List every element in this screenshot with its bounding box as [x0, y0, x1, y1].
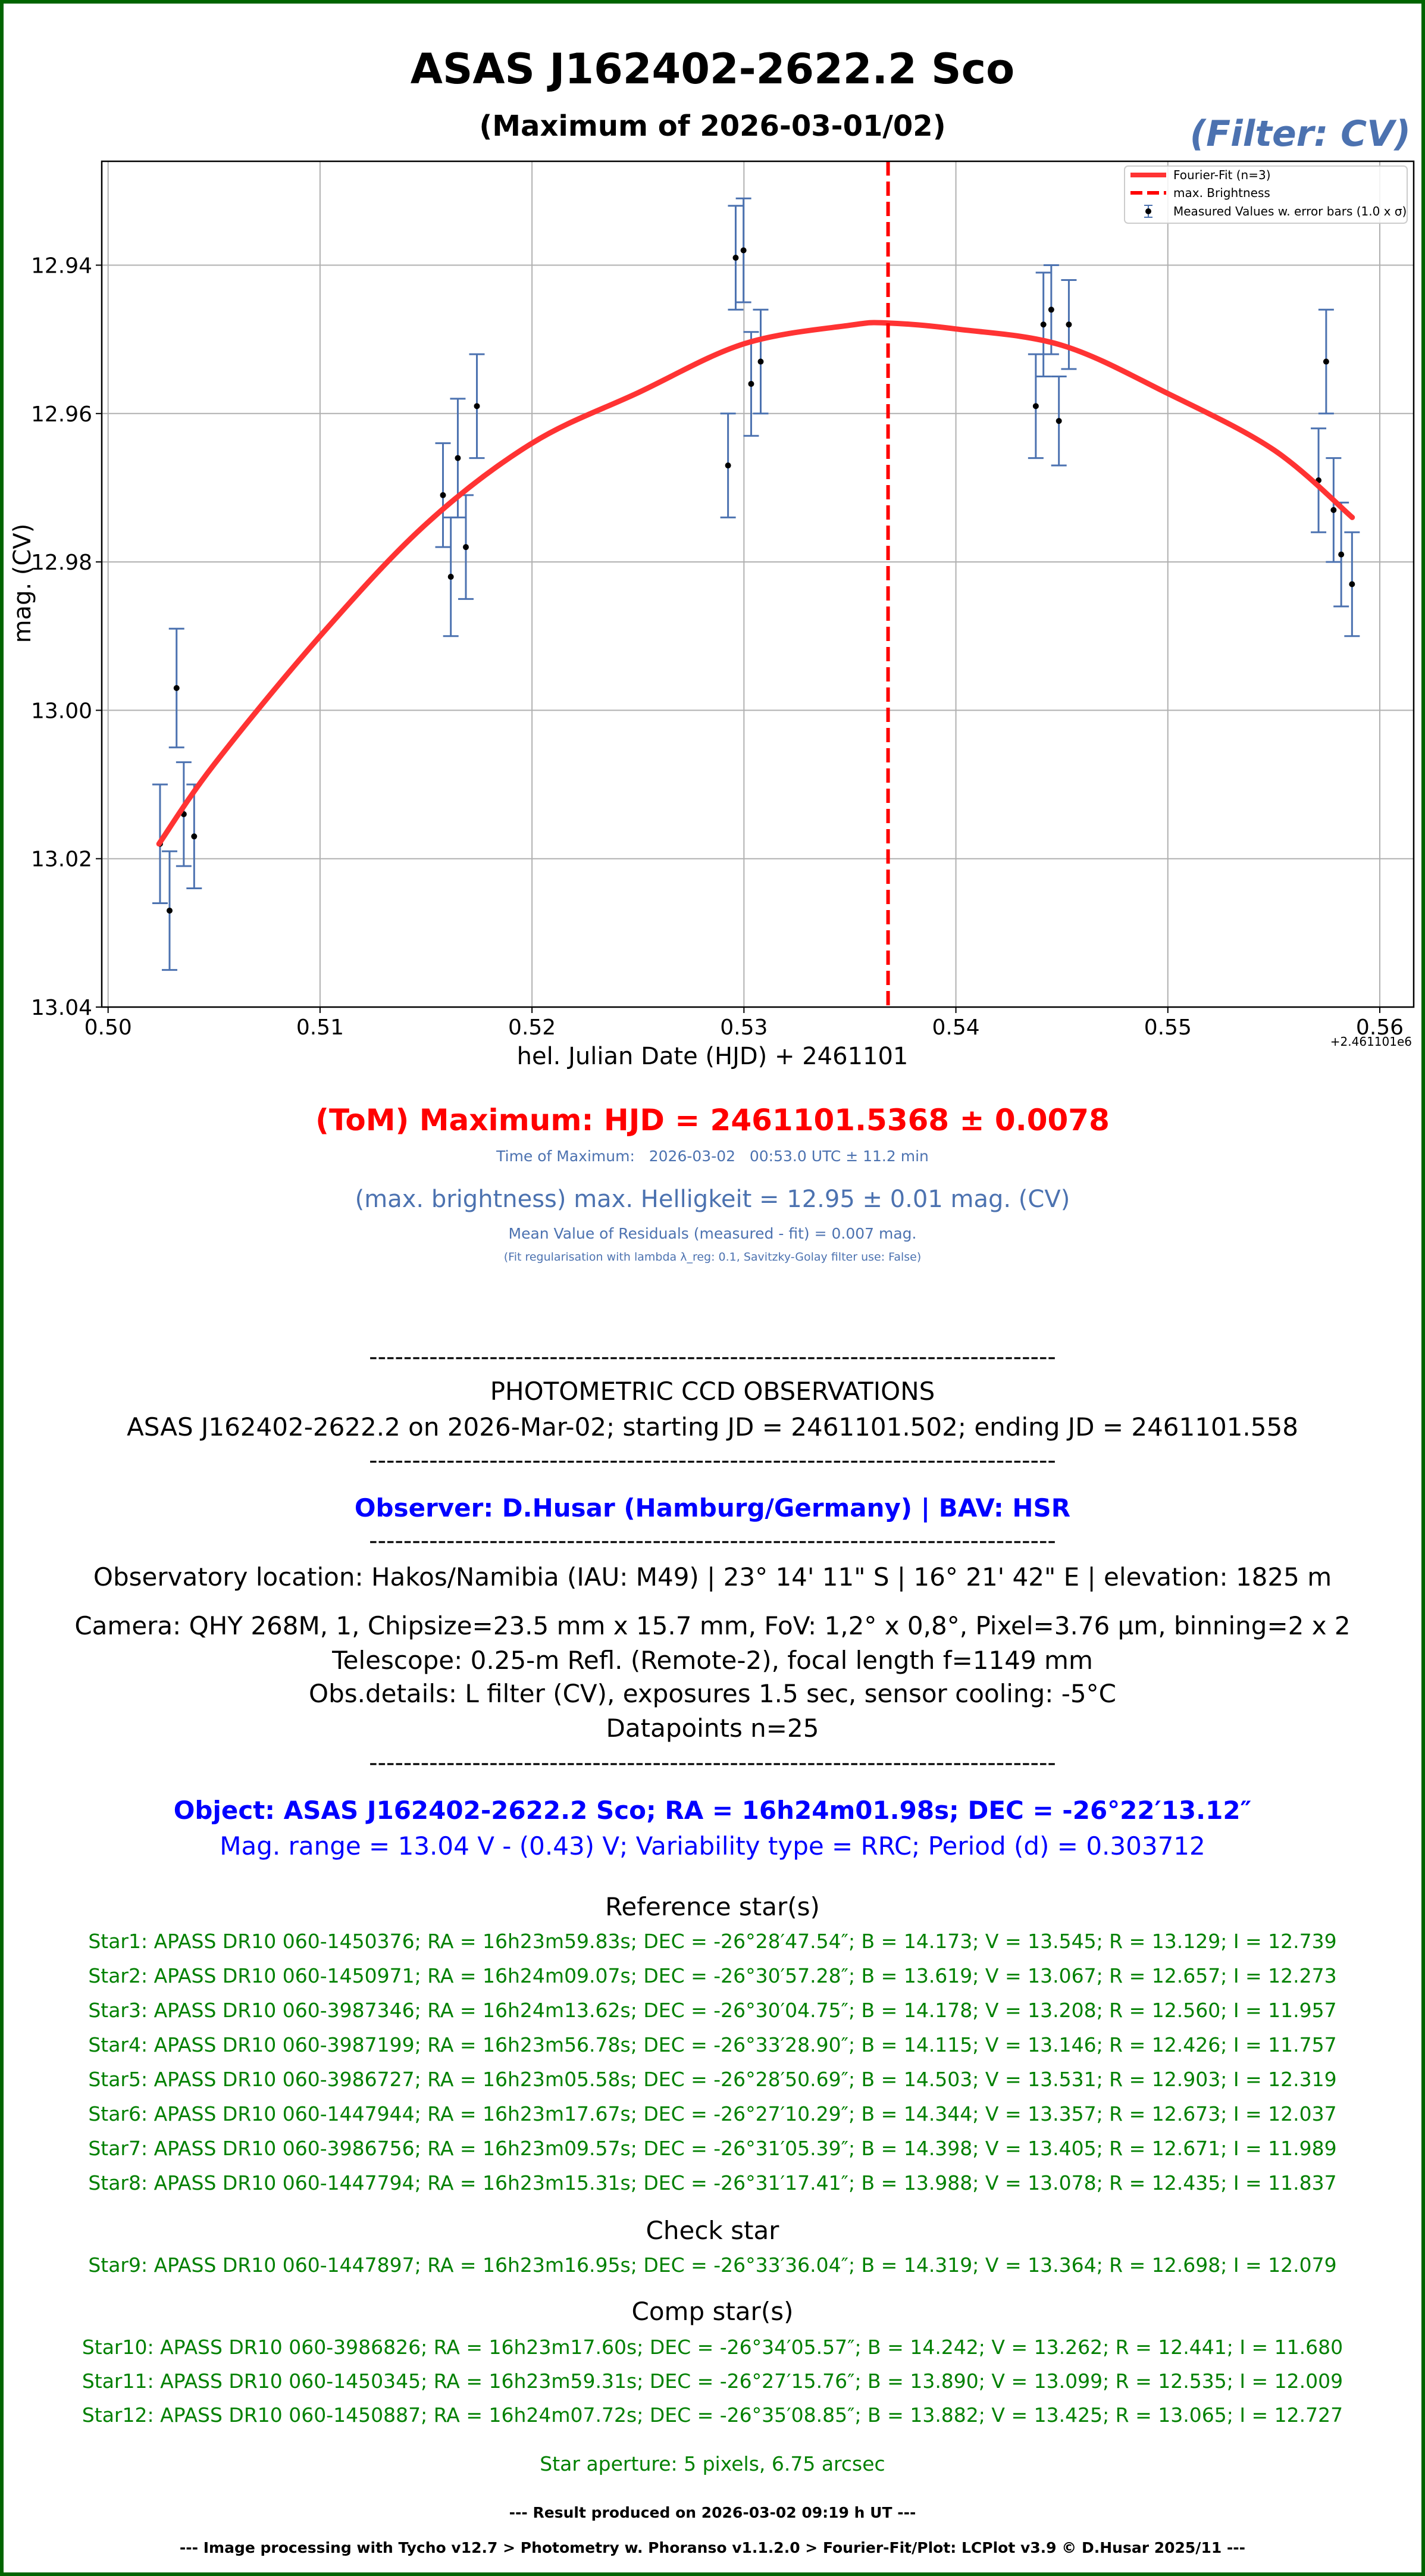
data-point: [1040, 321, 1047, 328]
reference-star: Star1: APASS DR10 060-1450376; RA = 16h2…: [88, 1929, 1337, 1953]
x-tick-label: 0.55: [1144, 1015, 1192, 1040]
data-point: [1032, 403, 1039, 409]
star-aperture: Star aperture: 5 pixels, 6.75 arcsec: [540, 2452, 885, 2475]
separator: ----------------------------------------…: [369, 1447, 1056, 1474]
data-point: [757, 358, 764, 365]
legend-entry: max. Brightness: [1173, 186, 1270, 200]
telescope-details: Telescope: 0.25-m Refl. (Remote-2), foca…: [332, 1645, 1093, 1675]
time-of-maximum-result: (ToM) Maximum: HJD = 2461101.5368 ± 0.00…: [315, 1103, 1110, 1137]
legend-point-swatch: [1145, 208, 1151, 214]
comp-star: Star10: APASS DR10 060-3986826; RA = 16h…: [82, 2335, 1343, 2359]
data-point: [166, 907, 173, 914]
data-point: [440, 492, 446, 498]
y-tick-label: 13.00: [31, 699, 92, 723]
observation-details: Obs.details: L filter (CV), exposures 1.…: [309, 1678, 1116, 1708]
data-point: [474, 403, 480, 409]
processing-pipeline: --- Image processing with Tycho v12.7 > …: [179, 2539, 1246, 2556]
data-point: [1056, 418, 1062, 424]
plot-frame: [101, 160, 1415, 1008]
x-tick-label: 0.54: [932, 1015, 979, 1040]
report-heading: PHOTOMETRIC CCD OBSERVATIONS: [490, 1376, 935, 1406]
magnitude-range: Mag. range = 13.04 V - (0.43) V; Variabi…: [220, 1831, 1205, 1861]
reference-star: Star4: APASS DR10 060-3987199; RA = 16h2…: [88, 2033, 1337, 2056]
comp-stars-heading: Comp star(s): [631, 2296, 794, 2326]
data-point: [1048, 307, 1054, 313]
comp-star: Star12: APASS DR10 060-1450887; RA = 16h…: [82, 2403, 1343, 2427]
y-tick-label: 13.02: [31, 848, 92, 872]
x-tick-label: 0.52: [508, 1015, 556, 1040]
fourier-fit-curve: [156, 320, 1355, 847]
x-tick-label: 0.56: [1356, 1015, 1404, 1040]
camera-details: Camera: QHY 268M, 1, Chipsize=23.5 mm x …: [74, 1611, 1351, 1640]
data-point: [1323, 358, 1329, 365]
check-star: Star9: APASS DR10 060-1447897; RA = 16h2…: [88, 2253, 1337, 2277]
observation-run: ASAS J162402-2622.2 on 2026-Mar-02; star…: [127, 1412, 1298, 1442]
check-star-heading: Check star: [646, 2215, 779, 2245]
data-point: [1338, 551, 1345, 558]
max-brightness-result: (max. brightness) max. Helligkeit = 12.9…: [355, 1186, 1070, 1213]
data-point: [462, 544, 469, 551]
legend-box: [1124, 165, 1408, 224]
mean-residuals: Mean Value of Residuals (measured - fit)…: [508, 1225, 917, 1242]
reference-star: Star3: APASS DR10 060-3987346; RA = 16h2…: [88, 1998, 1337, 2022]
data-point: [732, 255, 739, 261]
separator: ----------------------------------------…: [369, 1749, 1056, 1777]
legend-entry: Measured Values w. error bars (1.0 x σ): [1173, 204, 1407, 218]
data-point: [455, 455, 461, 461]
datapoints-count: Datapoints n=25: [606, 1713, 819, 1743]
legend-entry: Fourier-Fit (n=3): [1173, 168, 1271, 182]
y-tick-label: 13.04: [31, 996, 92, 1020]
reference-star: Star8: APASS DR10 060-1447794; RA = 16h2…: [88, 2171, 1337, 2194]
result-produced: --- Result produced on 2026-03-02 09:19 …: [509, 2503, 916, 2521]
x-axis-label: hel. Julian Date (HJD) + 2461101: [516, 1043, 909, 1070]
object-line: Object: ASAS J162402-2622.2 Sco; RA = 16…: [173, 1795, 1252, 1825]
separator: ----------------------------------------…: [369, 1527, 1056, 1555]
observer-line: Observer: D.Husar (Hamburg/Germany) | BA…: [354, 1493, 1071, 1523]
time-of-maximum-utc: Time of Maximum: 2026-03-02 00:53.0 UTC …: [496, 1148, 929, 1165]
x-tick-label: 0.50: [84, 1015, 132, 1040]
reference-star: Star6: APASS DR10 060-1447944; RA = 16h2…: [88, 2102, 1337, 2125]
data-point: [173, 685, 180, 692]
observatory-location: Observatory location: Hakos/Namibia (IAU…: [93, 1562, 1332, 1592]
data-point: [191, 833, 198, 840]
fit-regularisation: (Fit regularisation with lambda λ_reg: 0…: [503, 1251, 922, 1264]
y-tick-label: 12.94: [31, 254, 92, 279]
chart-title: ASAS J162402-2622.2 Sco: [410, 45, 1015, 93]
data-point: [1066, 321, 1072, 328]
reference-star: Star5: APASS DR10 060-3986727; RA = 16h2…: [88, 2067, 1337, 2091]
reference-star: Star2: APASS DR10 060-1450971; RA = 16h2…: [88, 1964, 1337, 1987]
data-point: [740, 247, 747, 254]
x-tick-label: 0.53: [720, 1015, 768, 1040]
comp-star: Star11: APASS DR10 060-1450345; RA = 16h…: [82, 2369, 1343, 2393]
data-point: [1349, 581, 1355, 587]
y-tick-label: 12.96: [31, 402, 92, 427]
data-point: [725, 462, 731, 469]
chart-subtitle: (Maximum of 2026-03-01/02): [479, 110, 946, 143]
x-tick-label: 0.51: [296, 1015, 344, 1040]
data-point: [1330, 507, 1337, 513]
x-offset-label: +2.461101e6: [1330, 1034, 1412, 1049]
reference-stars-heading: Reference star(s): [605, 1892, 820, 1921]
light-curve-chart: 0.50 0.51 0.52 0.53 0.54 0.55 0.56 12.94 12.96 12…: [31, 160, 1415, 1040]
plot-area: [102, 161, 1414, 1007]
filter-label: (Filter: CV): [1189, 113, 1411, 155]
separator: ----------------------------------------…: [369, 1343, 1056, 1371]
reference-star: Star7: APASS DR10 060-3986756; RA = 16h2…: [88, 2136, 1337, 2160]
data-point: [447, 574, 454, 580]
y-tick-label: 12.98: [31, 551, 92, 575]
data-point: [748, 380, 754, 387]
y-axis-label: mag. (CV): [9, 523, 36, 643]
